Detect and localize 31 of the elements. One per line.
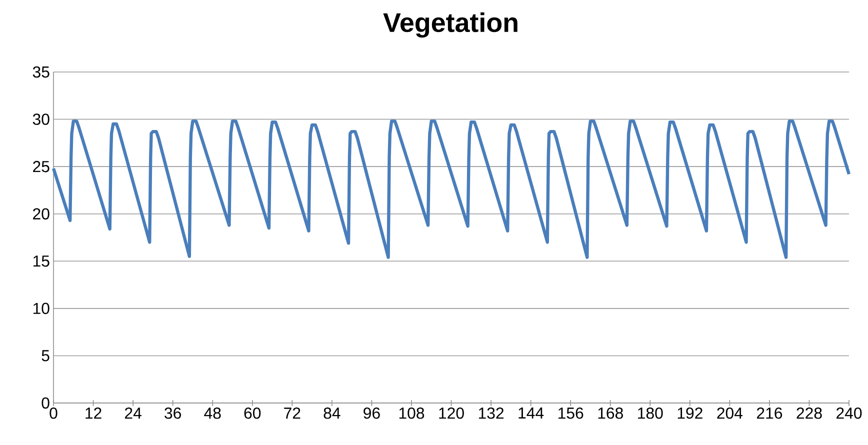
- x-tick-label: 192: [678, 408, 702, 419]
- x-tick-label: 156: [558, 408, 584, 419]
- x-tick-label: 48: [204, 408, 221, 419]
- x-tick-label: 36: [164, 408, 181, 419]
- x-tick-label: 24: [124, 408, 142, 419]
- x-tick-label: 0: [50, 408, 58, 419]
- x-tick-label: 168: [598, 408, 623, 419]
- y-tick-label: 20: [33, 208, 50, 220]
- x-tick-label: 60: [244, 408, 261, 419]
- x-tick-label: 240: [836, 408, 862, 419]
- y-tick-label: 30: [32, 114, 50, 125]
- x-tick-label: 72: [284, 408, 300, 419]
- y-tick-label: 0: [42, 397, 50, 409]
- x-tick-label: 12: [86, 408, 102, 419]
- x-tick-label: 180: [638, 408, 663, 419]
- line-series: [52, 120, 851, 259]
- y-tick-label: 10: [33, 302, 50, 314]
- x-tick-label: 216: [756, 408, 782, 419]
- x-tick-label: 96: [364, 408, 380, 419]
- y-tick-label: 35: [32, 66, 50, 78]
- x-tick-label: 120: [439, 408, 464, 419]
- chart-title: Vegetation: [383, 12, 518, 38]
- x-tick-label: 204: [717, 408, 742, 419]
- x-tick-label: 108: [399, 408, 424, 419]
- x-tick-label: 144: [518, 408, 544, 418]
- y-tick-label: 15: [33, 256, 50, 267]
- x-tick-label: 228: [796, 408, 822, 419]
- y-tick-label: 25: [33, 160, 50, 172]
- y-tick-label: 5: [42, 350, 50, 362]
- x-tick-label: 84: [324, 408, 340, 419]
- x-tick-label: 132: [478, 408, 504, 419]
